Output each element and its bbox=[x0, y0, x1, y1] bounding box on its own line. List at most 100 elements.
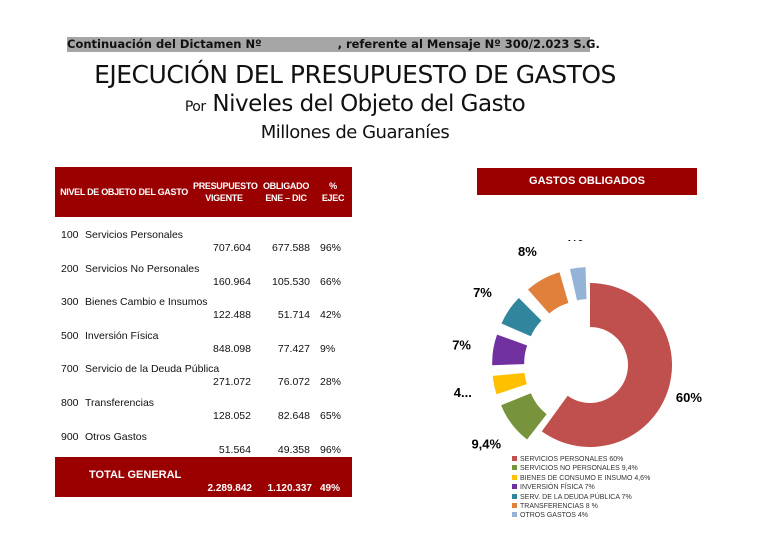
data-label: 7% bbox=[473, 285, 492, 300]
total-obligado: 1.120.337 bbox=[267, 483, 313, 494]
donut-slice bbox=[492, 334, 528, 366]
row-obligado: 51.714 bbox=[277, 309, 310, 322]
subtitle-text: Niveles del Objeto del Gasto bbox=[212, 91, 526, 117]
legend-swatch bbox=[512, 456, 517, 461]
dictamen-label: Continuación del Dictamen Nº bbox=[67, 37, 262, 51]
row-code: 500 bbox=[61, 329, 79, 342]
legend-swatch bbox=[512, 512, 517, 518]
row-name: Inversión Física bbox=[85, 329, 159, 342]
donut-slice bbox=[527, 272, 569, 314]
data-label: 4... bbox=[454, 385, 472, 400]
legend-swatch bbox=[512, 502, 517, 508]
donut-slice bbox=[541, 283, 672, 447]
row-ejec: 42% bbox=[320, 309, 342, 322]
row-obligado: 49.358 bbox=[277, 443, 310, 456]
donut-slice bbox=[501, 393, 547, 440]
header-obligado-line1: OBLIGADO bbox=[262, 181, 310, 191]
row-code: 900 bbox=[61, 430, 79, 443]
table-row: 500 Inversión Física 848.098 77.427 9% bbox=[55, 330, 352, 360]
table-row: 900 Otros Gastos 51.564 49.358 96% bbox=[55, 431, 352, 461]
donut-slice bbox=[501, 297, 542, 337]
subtitle-prefix: Por bbox=[184, 99, 206, 115]
chart-title: GASTOS OBLIGADOS bbox=[477, 168, 697, 195]
header-ejec-line2: EJEC bbox=[321, 193, 345, 203]
units-label: Millones de Guaraníes bbox=[260, 122, 450, 143]
legend-item: INVERSIÓN FÍSICA 7% bbox=[512, 483, 650, 492]
row-presupuesto: 271.072 bbox=[213, 376, 251, 389]
row-ejec: 96% bbox=[320, 242, 342, 254]
legend-item: SERVICIOS PERSONALES 60% bbox=[512, 455, 650, 464]
legend-label: SERVICIOS PERSONALES 60% bbox=[520, 456, 624, 463]
row-obligado: 76.072 bbox=[277, 376, 310, 389]
row-presupuesto: 128.052 bbox=[213, 410, 251, 422]
legend-swatch bbox=[512, 484, 517, 490]
donut-slice bbox=[492, 372, 527, 395]
donut-slice bbox=[569, 267, 587, 301]
legend-label: SERVICIOS NO PERSONALES 9,4% bbox=[520, 465, 638, 473]
header-obligado-line2: ENE – DIC bbox=[265, 193, 307, 203]
row-presupuesto: 122.488 bbox=[213, 309, 251, 322]
legend-label: INVERSIÓN FÍSICA 7% bbox=[520, 484, 595, 492]
chart-legend: SERVICIOS PERSONALES 60% SERVICIOS NO PER… bbox=[512, 455, 650, 521]
header-nivel: NIVEL DE OBJETO DEL GASTO bbox=[60, 187, 188, 197]
legend-item: TRANSFERENCIAS 8 % bbox=[512, 502, 650, 511]
data-label: 8% bbox=[518, 244, 537, 259]
total-ejec: 49% bbox=[320, 483, 341, 494]
row-name: Servicios No Personales bbox=[85, 262, 200, 275]
table-row: 800 Transferencias 128.052 82.648 65% bbox=[55, 397, 352, 427]
table-row: 300 Bienes Cambio e Insumos 122.488 51.7… bbox=[55, 296, 352, 326]
header-ejec-line1: % bbox=[329, 181, 337, 191]
legend-label: SERV. DE LA DEUDA PÚBLICA 7% bbox=[520, 493, 632, 501]
data-label: 9,4% bbox=[471, 436, 501, 451]
row-presupuesto: 848.098 bbox=[213, 342, 251, 355]
header-ejec: % EJEC bbox=[317, 180, 349, 204]
row-name: Transferencias bbox=[85, 397, 155, 409]
row-ejec: 9% bbox=[320, 342, 336, 355]
table-header: NIVEL DE OBJETO DEL GASTO PRESUPUESTO VIG… bbox=[55, 167, 352, 217]
row-code: 300 bbox=[61, 296, 79, 309]
row-presupuesto: 160.964 bbox=[213, 275, 251, 288]
table-row: 200 Servicios No Personales 160.964 105.… bbox=[55, 263, 352, 293]
page-subtitle: Por Niveles del Objeto del Gasto bbox=[0, 91, 710, 121]
row-ejec: 66% bbox=[320, 275, 342, 288]
data-label: 7% bbox=[452, 338, 471, 353]
row-obligado: 677.588 bbox=[272, 242, 310, 254]
legend-label: OTROS GASTOS 4% bbox=[520, 512, 588, 520]
legend-swatch bbox=[512, 474, 517, 480]
row-ejec: 28% bbox=[320, 376, 342, 389]
total-label: TOTAL GENERAL bbox=[89, 469, 182, 481]
legend-item: OTROS GASTOS 4% bbox=[512, 511, 650, 520]
legend-label: TRANSFERENCIAS 8 % bbox=[520, 502, 598, 510]
row-obligado: 77.427 bbox=[277, 342, 310, 355]
header-presupuesto-line2: VIGENTE bbox=[205, 193, 243, 203]
page-title: EJECUCIÓN DEL PRESUPUESTO DE GASTOS bbox=[94, 60, 616, 89]
legend-item: SERV. DE LA DEUDA PÚBLICA 7% bbox=[512, 493, 650, 502]
row-obligado: 82.648 bbox=[277, 410, 310, 422]
donut-chart: 60% 9,4% 4... 7% 7% 8% 4% bbox=[452, 240, 702, 451]
row-name: Bienes Cambio e Insumos bbox=[85, 296, 208, 309]
row-obligado: 105.530 bbox=[272, 275, 310, 288]
legend-item: SERVICIOS NO PERSONALES 9,4% bbox=[512, 464, 650, 473]
row-code: 700 bbox=[61, 363, 79, 376]
dictamen-reference-line: Continuación del Dictamen Nº , referente … bbox=[67, 37, 600, 52]
row-presupuesto: 707.604 bbox=[213, 242, 251, 254]
row-name: Otros Gastos bbox=[85, 430, 147, 443]
mensaje-reference: , referente al Mensaje Nº 300/2.023 S.G. bbox=[337, 37, 600, 51]
legend-label: BIENES DE CONSUMO E INSUMO 4,6% bbox=[520, 474, 651, 482]
row-code: 800 bbox=[61, 397, 79, 409]
legend-swatch bbox=[512, 493, 517, 499]
total-presupuesto: 2.289.842 bbox=[207, 483, 253, 494]
row-code: 100 bbox=[61, 229, 79, 241]
header-obligado: OBLIGADO ENE – DIC bbox=[259, 180, 313, 204]
row-ejec: 65% bbox=[320, 410, 342, 422]
row-name: Servicios Personales bbox=[85, 229, 184, 241]
total-row: TOTAL GENERAL 2.289.842 1.120.337 49% bbox=[55, 457, 352, 497]
legend-swatch bbox=[512, 465, 517, 471]
header-presupuesto: PRESUPUESTO VIGENTE bbox=[193, 180, 258, 204]
table-row: 100 Servicios Personales 707.604 677.588… bbox=[55, 229, 352, 259]
row-ejec: 96% bbox=[320, 443, 342, 456]
data-label: 4% bbox=[564, 240, 583, 244]
header-presupuesto-line1: PRESUPUESTO bbox=[193, 181, 258, 191]
row-presupuesto: 51.564 bbox=[218, 443, 251, 456]
